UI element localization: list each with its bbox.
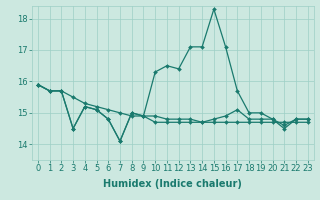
X-axis label: Humidex (Indice chaleur): Humidex (Indice chaleur) [103, 179, 242, 189]
